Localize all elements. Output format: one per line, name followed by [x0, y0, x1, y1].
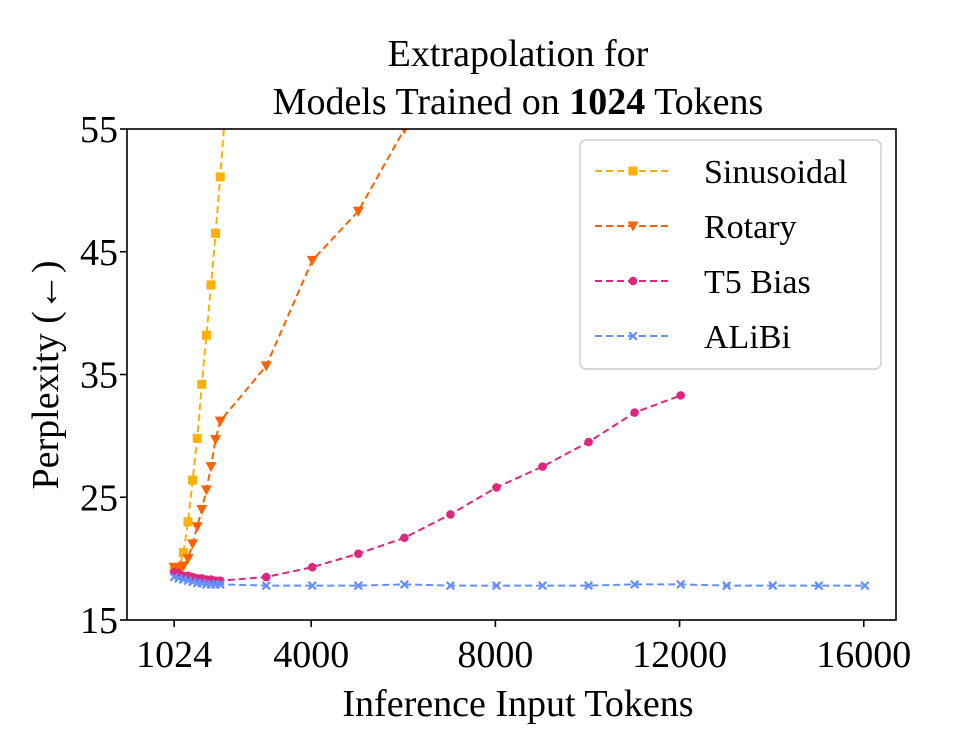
point-sinusoidal	[220, 112, 229, 121]
point-sinusoidal	[206, 280, 216, 290]
title-line-1: Extrapolation for	[388, 33, 649, 75]
title-line-2-suffix: Tokens	[645, 81, 763, 123]
point-t5-bias	[584, 437, 593, 447]
point-sinusoidal	[215, 172, 225, 182]
point-t5-bias	[354, 549, 363, 559]
y-tick-label: 35	[80, 355, 118, 397]
point-t5-bias	[676, 391, 685, 400]
series-alibi	[169, 572, 870, 591]
point-alibi	[261, 581, 271, 591]
series-rotary	[168, 129, 408, 574]
legend-marker-alibi	[628, 331, 638, 341]
title-line-2-bold: 1024	[569, 81, 645, 123]
point-rotary	[210, 435, 222, 446]
title-line-2: Models Trained on 1024 Tokens	[273, 81, 764, 123]
x-tick-label: 8000	[457, 634, 533, 676]
series-line-alibi	[173, 576, 865, 587]
point-t5-bias	[400, 533, 409, 543]
x-tick-label: 12000	[632, 634, 727, 676]
legend-marker-t5-bias	[628, 276, 638, 286]
point-alibi	[537, 581, 548, 591]
point-alibi	[584, 581, 594, 591]
chart-title: Extrapolation for Models Trained on 1024…	[273, 33, 764, 123]
series-line-rotary	[173, 129, 406, 570]
series-line-sinusoidal	[173, 129, 225, 572]
point-alibi	[860, 581, 870, 591]
y-tick-label: 15	[80, 600, 118, 642]
point-rotary	[401, 129, 408, 135]
axis-ticks: 1024 4000 8000 12000 16000 15 25 35 45 55	[80, 109, 911, 676]
point-sinusoidal	[201, 330, 211, 340]
point-alibi	[307, 581, 317, 591]
point-alibi	[722, 581, 732, 591]
point-alibi	[399, 579, 409, 589]
legend-label-rotary: Rotary	[704, 209, 797, 246]
point-t5-bias	[446, 510, 455, 519]
point-alibi	[630, 579, 640, 589]
point-t5-bias	[307, 562, 317, 572]
point-rotary	[177, 561, 189, 572]
series-t5-bias	[169, 391, 685, 586]
point-alibi	[768, 581, 778, 591]
point-rotary	[196, 505, 208, 516]
legend-label-t5-bias: T5 Bias	[704, 264, 811, 301]
point-rotary	[260, 361, 272, 372]
x-tick-label: 16000	[816, 634, 911, 676]
point-rotary	[352, 206, 364, 217]
point-alibi	[676, 579, 686, 589]
point-rotary	[214, 416, 226, 427]
y-tick-label: 25	[80, 477, 118, 519]
point-rotary	[200, 485, 212, 496]
legend-box	[579, 139, 882, 370]
point-sinusoidal	[178, 547, 188, 557]
point-rotary	[306, 255, 318, 266]
point-sinusoidal	[192, 433, 202, 443]
title-line-2-prefix: Models Trained on	[273, 81, 570, 123]
y-tick-label: 55	[80, 109, 118, 151]
point-alibi	[814, 581, 824, 591]
legend-label-alibi: ALiBi	[704, 319, 791, 356]
y-axis-label: Perplexity (←)	[25, 260, 67, 489]
point-alibi	[215, 579, 225, 589]
point-rotary	[205, 462, 217, 473]
point-t5-bias	[538, 462, 547, 471]
point-t5-bias	[261, 572, 271, 582]
x-tick-label: 1024	[136, 634, 212, 676]
legend-marker-sinusoidal	[628, 166, 638, 176]
x-tick-label: 4000	[273, 634, 349, 676]
point-sinusoidal	[183, 517, 193, 527]
point-sinusoidal	[197, 379, 207, 389]
point-alibi	[445, 581, 456, 591]
series-group	[168, 112, 870, 591]
legend-marker-rotary	[627, 221, 639, 232]
point-t5-bias	[630, 408, 639, 417]
point-sinusoidal	[188, 475, 198, 485]
point-rotary	[187, 539, 199, 550]
point-alibi	[491, 581, 502, 591]
x-axis-label: Inference Input Tokens	[342, 683, 693, 725]
point-rotary	[191, 522, 203, 533]
point-rotary	[182, 554, 194, 565]
point-alibi	[353, 581, 363, 591]
legend-label-sinusoidal: Sinusoidal	[704, 154, 848, 191]
series-line-t5-bias	[173, 394, 682, 582]
y-tick-label: 45	[80, 232, 118, 274]
point-sinusoidal	[211, 228, 221, 238]
legend: Sinusoidal Rotary T5 Bias ALiBi	[579, 139, 882, 370]
point-t5-bias	[492, 483, 501, 492]
